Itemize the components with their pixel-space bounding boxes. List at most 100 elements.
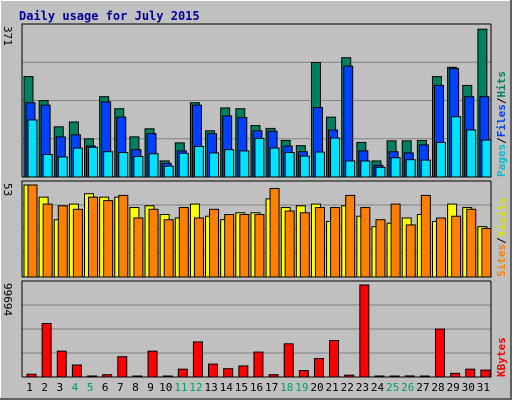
x-tick-label: 3	[57, 381, 64, 394]
series-pages	[27, 116, 492, 178]
bar-pages-30	[466, 129, 477, 178]
x-tick-label: 1	[26, 381, 33, 394]
legend-entry: Hits	[495, 71, 508, 98]
bar-sites-21	[330, 207, 341, 278]
x-tick-label: 28	[431, 381, 444, 394]
bar-pages-17	[269, 147, 280, 178]
y-max-label-kbytes: 99694	[1, 283, 14, 316]
legend-entry: /	[495, 137, 508, 144]
x-tick-label: 27	[416, 381, 429, 394]
bar-sites-26	[405, 224, 416, 278]
y-max-label-hits: 371	[1, 26, 14, 46]
bar-sites-19	[299, 212, 310, 278]
x-tick-label: 10	[159, 381, 172, 394]
bar-pages-13	[209, 152, 220, 178]
x-tick-label: 2	[41, 381, 48, 394]
bar-kbytes-26	[404, 375, 415, 378]
legend-entry: Visits	[495, 198, 508, 238]
bar-kbytes-2	[41, 322, 52, 378]
bar-sites-24	[375, 219, 386, 278]
bar-sites-25	[390, 203, 401, 278]
bar-sites-6	[103, 200, 114, 278]
bar-sites-27	[420, 194, 431, 278]
bar-kbytes-6	[102, 374, 113, 378]
bar-sites-3	[57, 205, 68, 278]
bar-pages-12	[193, 145, 204, 178]
bar-kbytes-5	[87, 375, 98, 378]
bar-pages-18	[284, 152, 295, 178]
bar-kbytes-4	[71, 364, 82, 378]
legend-visits: Sites/Visits	[495, 198, 508, 278]
bar-sites-17	[269, 187, 280, 278]
bar-kbytes-17	[268, 374, 279, 378]
x-tick-label: 29	[447, 381, 460, 394]
legend-entry: Files	[495, 104, 508, 137]
x-tick-label: 9	[147, 381, 154, 394]
bar-kbytes-24	[374, 375, 385, 378]
bar-sites-29	[451, 215, 462, 278]
bar-pages-16	[254, 137, 265, 178]
series-sites	[27, 184, 492, 278]
bar-sites-31	[481, 227, 492, 278]
bar-sites-8	[133, 217, 144, 278]
bar-kbytes-14	[223, 368, 234, 378]
bar-pages-14	[224, 149, 235, 178]
x-tick-label: 30	[462, 381, 475, 394]
bar-sites-18	[284, 210, 295, 278]
bar-sites-7	[118, 194, 129, 278]
legend-entry: /	[495, 97, 508, 104]
x-tick-label: 18	[280, 381, 293, 394]
x-tick-label: 23	[356, 381, 369, 394]
x-tick-label: 26	[401, 381, 414, 394]
bar-sites-10	[163, 219, 174, 278]
bar-pages-20	[314, 151, 325, 178]
bar-sites-15	[239, 214, 250, 278]
bar-pages-4	[72, 147, 83, 178]
x-tick-label: 4	[72, 381, 79, 394]
bar-kbytes-25	[389, 375, 400, 378]
bar-sites-20	[314, 207, 325, 278]
legend-entry: KBytes	[495, 337, 508, 377]
bar-pages-3	[57, 156, 68, 178]
legend-entry: /	[495, 237, 508, 244]
bar-sites-14	[224, 214, 235, 278]
legend-entry: Pages	[495, 144, 508, 177]
y-max-label-visits: 53	[1, 183, 14, 196]
bar-pages-7	[118, 152, 129, 178]
x-tick-label: 13	[204, 381, 217, 394]
x-tick-label: 22	[341, 381, 354, 394]
bar-sites-23	[360, 207, 371, 278]
bar-kbytes-31	[480, 369, 491, 378]
bar-kbytes-9	[147, 350, 158, 378]
legend-hits: Pages/Files/Hits	[495, 71, 508, 177]
bar-pages-26	[405, 159, 416, 178]
bar-kbytes-15	[238, 365, 249, 378]
bar-sites-30	[466, 208, 477, 278]
bar-kbytes-20	[313, 358, 324, 378]
bar-kbytes-13	[208, 363, 219, 378]
x-tick-label: 7	[117, 381, 124, 394]
bar-kbytes-16	[253, 351, 264, 378]
x-tick-label: 24	[371, 381, 385, 394]
chart-title: Daily usage for July 2015	[19, 9, 200, 23]
panels-layer: 371Pages/Files/Hits53Sites/Visits99694KB…	[1, 23, 508, 378]
x-tick-label: 15	[235, 381, 248, 394]
bar-kbytes-3	[56, 350, 67, 378]
bar-pages-25	[390, 157, 401, 178]
bar-kbytes-18	[283, 343, 294, 378]
bar-kbytes-22	[344, 374, 355, 378]
bar-kbytes-23	[359, 284, 370, 378]
x-tick-label: 5	[87, 381, 94, 394]
panel-kbytes: 99694 KBytes	[1, 280, 508, 378]
bar-pages-21	[330, 137, 341, 178]
bar-sites-9	[148, 208, 159, 278]
bar-pages-29	[451, 116, 462, 178]
bar-kbytes-7	[117, 356, 128, 378]
bar-sites-16	[254, 214, 265, 278]
plot-border	[21, 280, 491, 377]
x-tick-label: 20	[310, 381, 323, 394]
x-tick-label: 19	[295, 381, 308, 394]
x-tick-label: 25	[386, 381, 399, 394]
